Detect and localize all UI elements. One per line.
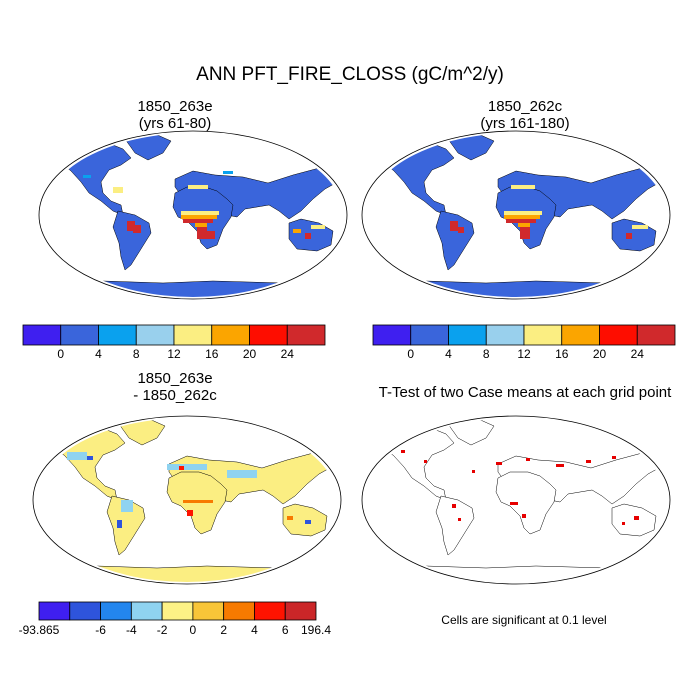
colorbar-swatch [372, 324, 412, 346]
panel-title-line2: (yrs 161-180) [480, 115, 570, 132]
map-bottom-left [32, 415, 342, 585]
colorbar-swatch [211, 324, 250, 346]
colorbar-swatch [100, 601, 132, 621]
colorbar-tick-label: 20 [243, 347, 257, 361]
panel-title-top-right: 1850_262c (yrs 161-180) [395, 98, 655, 132]
colorbar-tick-label: -2 [157, 623, 168, 637]
panel-title-line1: 1850_262c [487, 98, 563, 115]
colorbar-swatch [249, 324, 288, 346]
colorbar-swatch [192, 601, 225, 621]
colorbar-swatch [135, 324, 175, 346]
colorbar-tick-label: -6 [95, 623, 106, 637]
colorbar-swatch [599, 324, 638, 346]
colorbar-swatch [448, 324, 487, 346]
map-bottom-right [361, 415, 671, 585]
colorbar-tick-label: 196.4 [301, 623, 331, 637]
colorbar-swatch [223, 601, 255, 621]
colorbar-swatch [561, 324, 600, 346]
colorbar-tick-label: -4 [126, 623, 137, 637]
main-title: ANN PFT_FIRE_CLOSS (gC/m^2/y) [196, 64, 504, 85]
colorbar-swatch [98, 324, 137, 346]
colorbar-swatch [636, 324, 676, 346]
colorbar-tick-label: 0 [407, 347, 414, 361]
colorbar-tick-label: -93.865 [19, 623, 60, 637]
colorbar-tick-label: 2 [220, 623, 227, 637]
colorbar-tick-label: 16 [555, 347, 569, 361]
colorbar-swatch [254, 601, 286, 621]
colorbar-bottom-left: -93.865 -6 -4 -2 0 2 4 6 196.4 [19, 601, 331, 637]
colorbar-tick-label: 0 [57, 347, 64, 361]
map-top-right [361, 130, 671, 300]
colorbar-swatch [286, 324, 326, 346]
colorbar-tick-label: 20 [593, 347, 607, 361]
colorbar-swatch [130, 601, 163, 621]
ttest-significance-note: Cells are significant at 0.1 level [441, 613, 606, 627]
colorbar-swatch [60, 324, 99, 346]
colorbar-tick-label: 24 [631, 347, 645, 361]
panel-title-line1: 1850_263e [137, 370, 213, 387]
colorbar-swatch [173, 324, 213, 346]
panel-title-bottom-right: T-Test of two Case means at each grid po… [345, 384, 700, 401]
colorbar-tick-label: 4 [95, 347, 102, 361]
map-top-left [38, 130, 348, 300]
panel-title-line1: 1850_263e [137, 98, 213, 115]
colorbar-swatch [161, 601, 194, 621]
colorbar-tick-label: 12 [167, 347, 181, 361]
panel-title-line2: - 1850_262c [133, 387, 217, 404]
colorbar-swatch [523, 324, 563, 346]
colorbar-tick-label: 4 [251, 623, 258, 637]
colorbar-tick-label: 12 [517, 347, 531, 361]
colorbar-tick-label: 16 [205, 347, 219, 361]
colorbar-tick-label: 0 [190, 623, 197, 637]
panel-title-top-left: 1850_263e (yrs 61-80) [45, 98, 305, 132]
ttest-title: T-Test of two Case means at each grid po… [378, 384, 672, 401]
colorbar-top-right: 0 4 8 12 16 20 24 [372, 324, 676, 361]
panel-title-line2: (yrs 61-80) [138, 115, 212, 132]
colorbar-tick-label: 8 [483, 347, 490, 361]
colorbar-swatch [22, 324, 62, 346]
colorbar-top-left: 0 4 8 12 16 20 24 [22, 324, 326, 361]
panel-title-bottom-left: 1850_263e - 1850_262c [45, 370, 305, 404]
colorbar-tick-label: 24 [281, 347, 295, 361]
colorbar-swatch [38, 601, 71, 621]
colorbar-tick-label: 8 [133, 347, 140, 361]
colorbar-swatch [284, 601, 317, 621]
colorbar-tick-label: 4 [445, 347, 452, 361]
colorbar-swatch [485, 324, 525, 346]
colorbar-swatch [69, 601, 101, 621]
colorbar-tick-label: 6 [282, 623, 289, 637]
colorbar-swatch [410, 324, 449, 346]
